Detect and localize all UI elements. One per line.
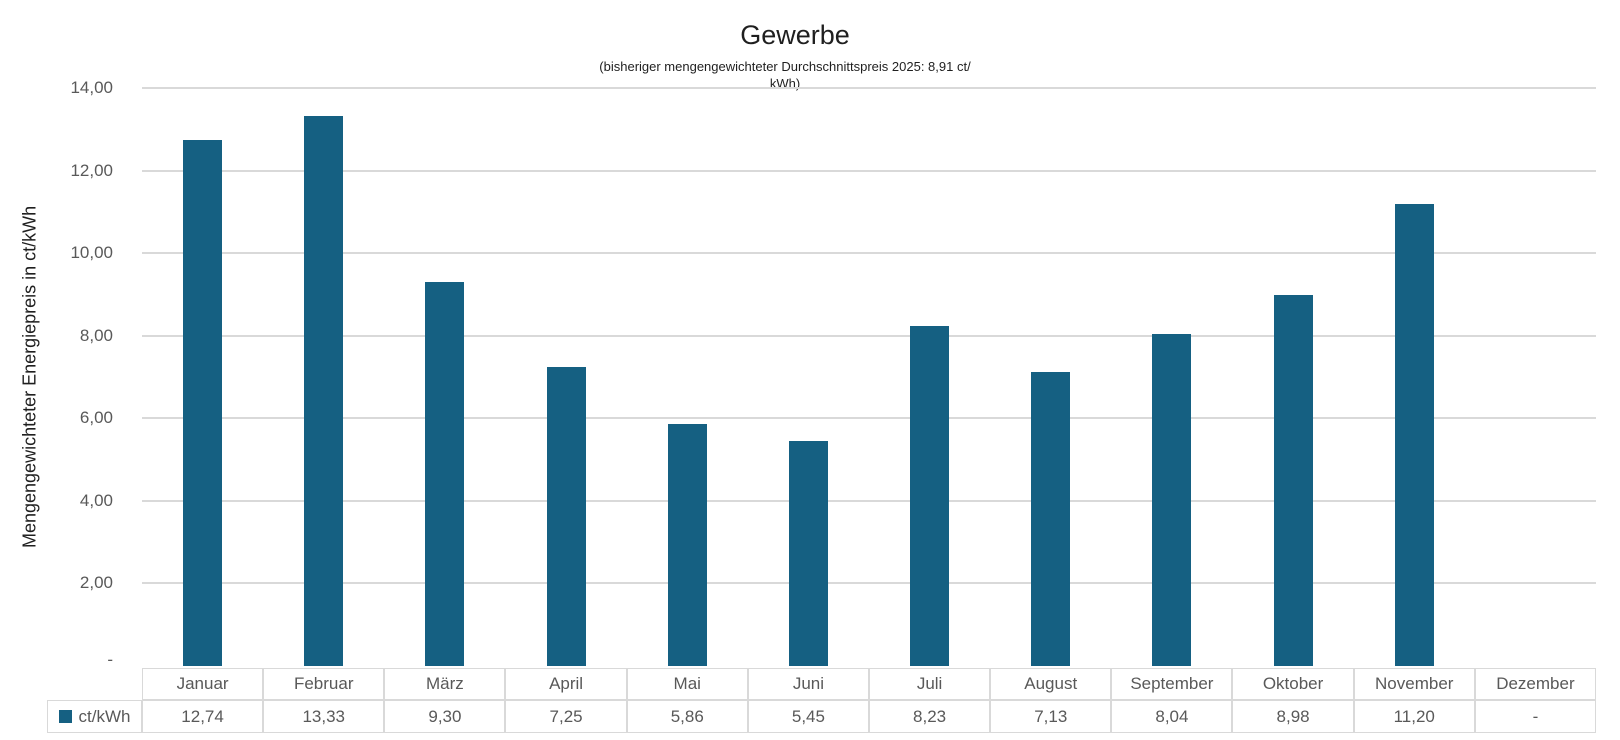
value-cell-august: 7,13 [990,700,1112,733]
value-cell-oktober: 8,98 [1232,700,1354,733]
value-cell-märz: 9,30 [384,700,506,733]
bar-mai [667,424,707,666]
gridline-14,00 [142,87,1596,89]
bar-slot-november [1354,88,1475,666]
gridline-12,00 [142,169,1596,172]
value-cell-april: 7,25 [505,700,627,733]
value-cell-mai: 5,86 [626,700,748,733]
bar-slot-märz [384,88,505,666]
legend-swatch-icon [58,710,72,723]
value-cell-juni: 5,45 [747,700,869,733]
y-tick-label: - [107,650,113,669]
month-header-cell-november: November [1353,668,1475,700]
bar-slot-april [506,88,627,666]
y-tick-label: 8,00 [79,325,113,345]
bar-april [546,366,586,666]
month-header-cell-februar: Februar [263,668,385,700]
month-header-cell-juli: Juli [868,668,991,700]
y-tick-label: 14,00 [70,78,113,97]
bar-märz [425,282,465,666]
bar-slot-januar [142,88,263,666]
legend-cell: ct/kWh [47,700,142,733]
bar-september [1152,334,1192,666]
y-tick-label: 2,00 [79,573,113,593]
table-corner-cell [47,668,142,700]
data-table: Januar Februar März April Mai Juni Juli August S… [47,668,1596,733]
gridline-2,00 [142,582,1596,585]
month-header-cell-mai: Mai [626,668,748,700]
bar-januar [183,140,223,666]
month-header-cell-april: April [505,668,627,700]
month-header-cell-oktober: Oktober [1232,668,1354,700]
bar-februar [304,115,344,666]
gridline-6,00 [142,417,1596,420]
bar-slot-dezember [1475,88,1596,666]
value-cell-dezember: - [1474,700,1596,733]
bar-slot-august [990,88,1111,666]
y-tick-label: 12,00 [70,160,113,180]
value-cell-september: 8,04 [1111,700,1233,733]
month-header-cell-juni: Juni [747,668,869,700]
bar-august [1031,371,1071,666]
month-header-cell-dezember: Dezember [1474,668,1596,700]
chart-title: Gewerbe [740,20,850,50]
bar-juni [788,441,828,666]
bar-slot-oktober [1233,88,1354,666]
month-header-cell-august: August [990,668,1112,700]
chart-subtitle-line1: (bisheriger mengengewichteter Durchschni… [599,59,971,74]
y-tick-label: 10,00 [70,243,113,263]
y-tick-label: 4,00 [79,490,113,510]
bar-slot-september [1111,88,1232,666]
value-cell-juli: 8,23 [868,700,991,733]
bar-november [1394,203,1434,666]
bar-juli [910,326,950,666]
value-cell-november: 11,20 [1353,700,1475,733]
month-header-cell-märz: März [384,668,506,700]
bar-slot-mai [627,88,748,666]
y-tick-label: 6,00 [79,408,113,428]
gridline-4,00 [142,499,1596,502]
bar-slot-februar [263,88,384,666]
value-cell-januar: 12,74 [142,700,264,733]
legend-label: ct/kWh [78,706,131,726]
gridline-10,00 [142,252,1596,255]
bar-slot-juni [748,88,869,666]
month-header-cell-september: September [1111,668,1233,700]
bars-row [142,88,1596,666]
gridline-8,00 [142,334,1596,337]
bar-oktober [1273,295,1313,666]
plot-area [142,87,1596,666]
month-header-cell-januar: Januar [142,668,264,700]
value-cell-februar: 13,33 [263,700,385,733]
bar-slot-juli [869,88,990,666]
